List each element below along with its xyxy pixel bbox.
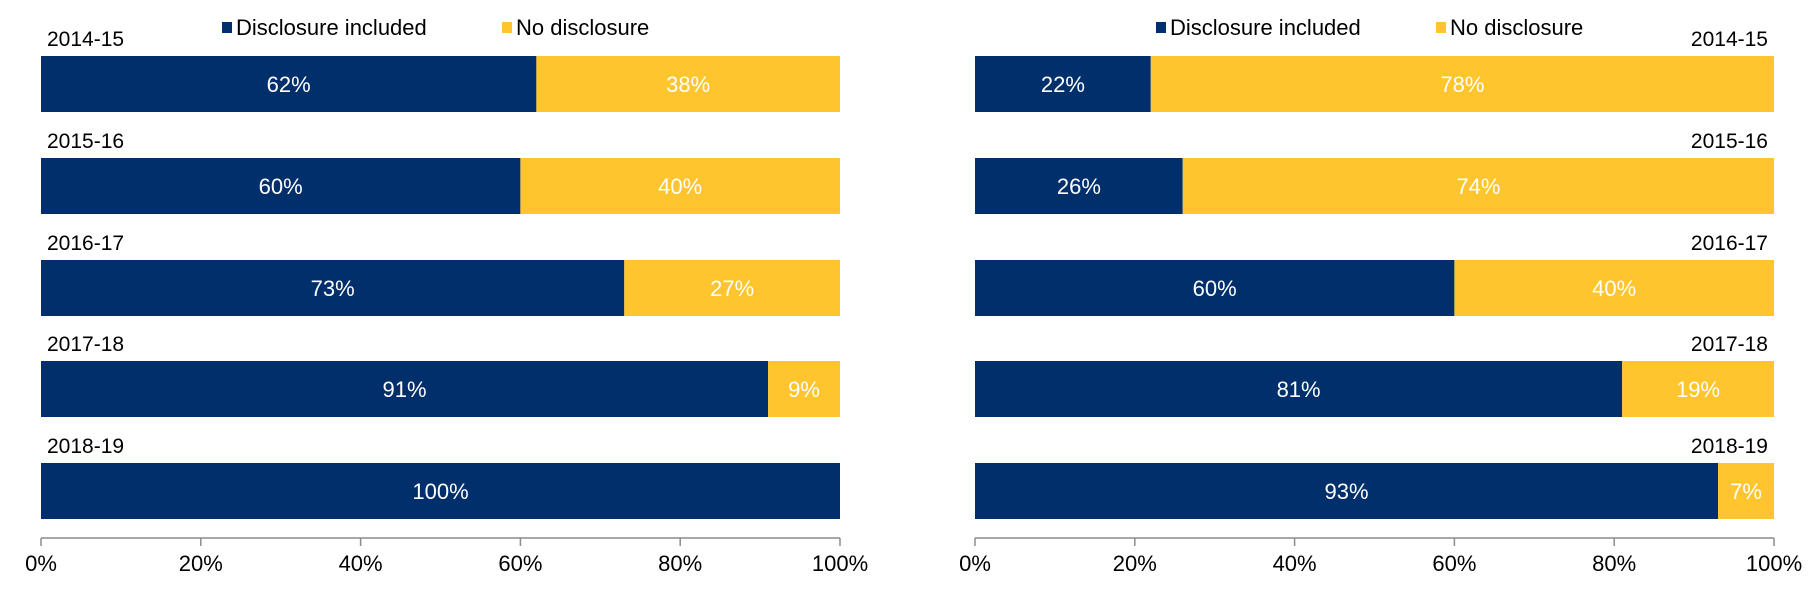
category-label: 2015-16 xyxy=(47,130,124,153)
x-tick-label: 40% xyxy=(339,551,383,576)
legend-swatch xyxy=(502,22,512,33)
category-label: 2015-16 xyxy=(1691,130,1768,153)
data-label: 93% xyxy=(1325,479,1369,504)
data-label: 19% xyxy=(1676,377,1720,402)
bar-disclosure-included xyxy=(975,56,1151,112)
bar-no-disclosure xyxy=(520,158,840,214)
data-label: 73% xyxy=(311,276,355,301)
x-axis: 0% 20% 40% 60% 80% 100% xyxy=(25,537,868,576)
bar-no-disclosure xyxy=(536,56,840,112)
bar-disclosure-included xyxy=(975,260,1455,316)
chart-panel-1: Disclosure included No disclosure 2014-15 6… xyxy=(25,15,868,576)
x-tick-label: 60% xyxy=(498,551,542,576)
data-label: 78% xyxy=(1440,72,1484,97)
bar-row: 2015-16 60% 40% xyxy=(41,130,840,214)
bar-disclosure-included xyxy=(41,158,521,214)
category-label: 2016-17 xyxy=(47,232,124,255)
bar-row: 2015-16 26% 74% xyxy=(975,130,1774,214)
x-tick-label: 20% xyxy=(1113,551,1157,576)
category-label: 2016-17 xyxy=(1691,232,1768,255)
data-label: 100% xyxy=(412,479,468,504)
x-tick-label: 0% xyxy=(25,551,57,576)
category-label: 2018-19 xyxy=(1691,435,1768,458)
x-tick-label: 80% xyxy=(658,551,702,576)
bar-no-disclosure xyxy=(624,260,840,316)
category-label: 2017-18 xyxy=(47,333,124,356)
legend-label: No disclosure xyxy=(1450,15,1583,40)
bar-row: 2016-17 60% 40% xyxy=(975,232,1774,316)
chart-panel-2: Disclosure included No disclosure 2014-152… xyxy=(959,15,1802,576)
bar-no-disclosure xyxy=(768,361,840,417)
data-label: 62% xyxy=(267,72,311,97)
x-tick-label: 40% xyxy=(1273,551,1317,576)
data-label: 27% xyxy=(710,276,754,301)
bar-row: 2017-18 81% 19% xyxy=(975,333,1774,417)
bar-no-disclosure xyxy=(1182,158,1774,214)
legend-label: Disclosure included xyxy=(236,15,427,40)
legend-label: Disclosure included xyxy=(1170,15,1361,40)
data-label: 38% xyxy=(666,72,710,97)
data-label: 40% xyxy=(1592,276,1636,301)
bar-disclosure-included xyxy=(41,260,625,316)
x-axis: 0% 20% 40% 60% 80% 100% xyxy=(959,537,1802,576)
bar-disclosure-included xyxy=(41,56,537,112)
category-label: 2014-15 xyxy=(47,28,124,51)
data-label: 91% xyxy=(383,377,427,402)
data-label: 81% xyxy=(1277,377,1321,402)
x-tick-label: 100% xyxy=(1746,551,1802,576)
x-tick-label: 100% xyxy=(812,551,868,576)
bar-row: 2016-17 73% 27% xyxy=(41,232,840,316)
legend-swatch xyxy=(1436,22,1446,33)
data-label: 7% xyxy=(1730,479,1762,504)
legend-swatch xyxy=(222,22,232,33)
data-label: 60% xyxy=(1193,276,1237,301)
x-tick-label: 60% xyxy=(1432,551,1476,576)
bar-no-disclosure xyxy=(1622,361,1774,417)
data-label: 74% xyxy=(1456,174,1500,199)
data-label: 22% xyxy=(1041,72,1085,97)
data-label: 9% xyxy=(788,377,820,402)
legend-label: No disclosure xyxy=(516,15,649,40)
bar-no-disclosure xyxy=(1150,56,1774,112)
legend-swatch xyxy=(1156,22,1166,33)
data-label: 26% xyxy=(1057,174,1101,199)
bar-row: 2017-18 91% 9% xyxy=(41,333,840,417)
x-tick-label: 80% xyxy=(1592,551,1636,576)
bar-row: 2018-19 100% xyxy=(41,435,840,519)
category-label: 2014-15 xyxy=(1691,28,1768,51)
x-tick-label: 20% xyxy=(179,551,223,576)
legend: Disclosure included No disclosure xyxy=(222,15,649,40)
bar-disclosure-included xyxy=(41,361,769,417)
bar-no-disclosure xyxy=(1454,260,1774,316)
bar-row: 2018-19 93% 7% xyxy=(975,435,1774,519)
category-label: 2018-19 xyxy=(47,435,124,458)
x-tick-label: 0% xyxy=(959,551,991,576)
bar-row: 2014-15 62% 38% xyxy=(41,28,840,112)
bar-disclosure-included xyxy=(975,463,1719,519)
bar-disclosure-included xyxy=(975,158,1183,214)
data-label: 60% xyxy=(259,174,303,199)
bar-row: 2014-15 22% 78% xyxy=(975,28,1774,112)
bar-no-disclosure xyxy=(1718,463,1774,519)
bar-disclosure-included xyxy=(41,463,840,519)
bar-disclosure-included xyxy=(975,361,1623,417)
data-label: 40% xyxy=(658,174,702,199)
category-label: 2017-18 xyxy=(1691,333,1768,356)
legend: Disclosure included No disclosure xyxy=(1156,15,1583,40)
